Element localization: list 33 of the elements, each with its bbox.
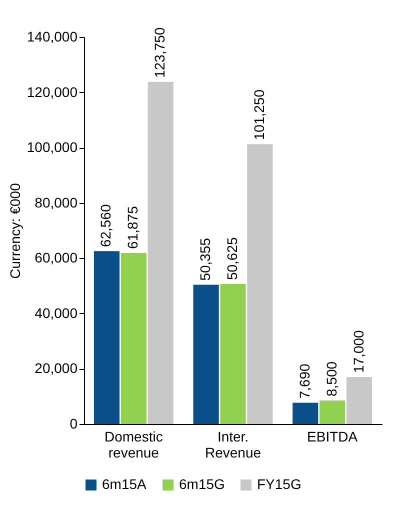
bar <box>94 251 120 424</box>
x-tick-label: Inter. Revenue <box>204 428 262 460</box>
legend-label: FY15G <box>257 476 302 492</box>
y-tick-label: 140,000 <box>26 28 78 44</box>
data-label: 101,250 <box>250 89 267 140</box>
y-tick-label: 100,000 <box>26 139 78 156</box>
bar <box>120 252 146 424</box>
bar <box>148 82 174 424</box>
data-label: 50,355 <box>197 238 214 281</box>
y-axis-title: Currency: €000 <box>6 182 23 279</box>
data-label: 62,560 <box>98 204 114 248</box>
x-tick-label: EBITDA <box>307 428 358 444</box>
y-tick-label: 60,000 <box>34 250 78 266</box>
y-tick-label: 0 <box>70 416 78 432</box>
y-tick-label: 20,000 <box>34 360 78 376</box>
data-label: 8,500 <box>323 361 340 397</box>
y-tick-label: 80,000 <box>34 194 78 210</box>
y-tick-label: 40,000 <box>34 304 78 321</box>
data-label: 50,625 <box>224 237 240 280</box>
data-label: 123,750 <box>152 27 168 78</box>
bar <box>193 284 219 424</box>
legend-label: 6m15G <box>179 476 225 492</box>
bar <box>320 400 346 424</box>
data-label: 61,875 <box>124 206 141 249</box>
data-label: 17,000 <box>350 330 366 374</box>
bar <box>247 144 273 424</box>
bar <box>220 284 246 424</box>
y-tick-label: 120,000 <box>26 84 78 100</box>
legend-label: 6m15A <box>102 476 148 492</box>
bar <box>292 402 318 424</box>
bar <box>346 377 372 424</box>
x-tick-label: Domestic revenue <box>104 428 163 460</box>
data-label: 7,690 <box>296 363 312 399</box>
